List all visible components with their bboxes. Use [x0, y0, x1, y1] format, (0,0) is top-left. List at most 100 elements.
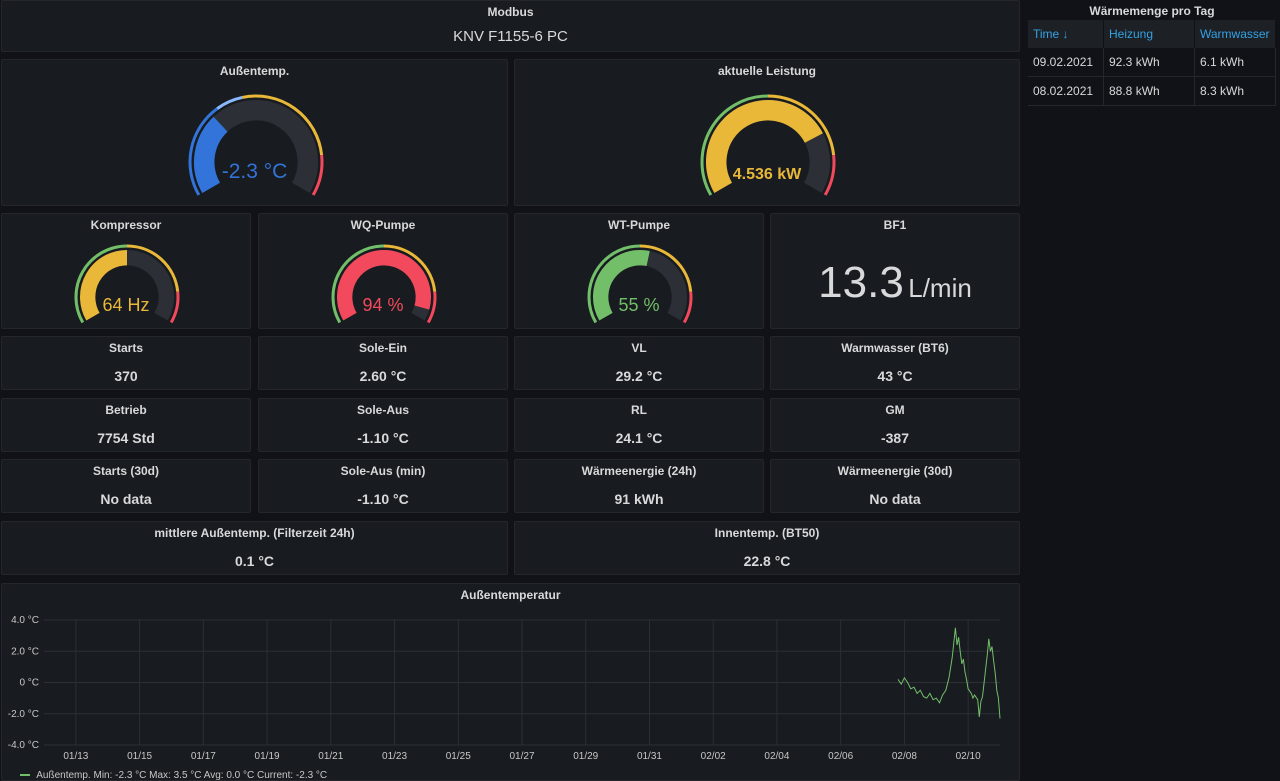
x-tick-label: 01/23	[382, 751, 407, 762]
series-line-aussentemp	[897, 627, 1001, 719]
innen-stat-panel: Innentemp. (BT50) 22.8 °C	[514, 521, 1020, 575]
sole-aus-stat-panel: Sole-Aus -1.10 °C	[258, 398, 508, 452]
x-tick-label: 02/04	[764, 751, 789, 762]
x-tick-label: 01/27	[509, 751, 534, 762]
table-cell: 08.02.2021	[1028, 76, 1104, 106]
table-cell: 8.3 kWh	[1194, 76, 1276, 106]
x-tick-label: 01/25	[446, 751, 471, 762]
leistung-gauge-value: 4.536 kW	[732, 166, 802, 183]
kompressor-gauge-panel: Kompressor 64 Hz	[1, 213, 251, 329]
innen-title: Innentemp. (BT50)	[714, 526, 820, 540]
leistung-gauge-panel: aktuelle Leistung 4.536 kW	[514, 59, 1020, 206]
y-tick-label: -2.0 °C	[8, 709, 39, 720]
chart-legend[interactable]: Außentemp. Min: -2.3 °C Max: 3.5 °C Avg:…	[20, 770, 328, 781]
x-tick-label: 01/19	[255, 751, 280, 762]
wt-pumpe-gauge	[587, 244, 693, 324]
gauge-value-arc	[337, 250, 431, 321]
aussentemp-gauge-title: Außentemp.	[219, 64, 290, 78]
sole-ein-stat-panel: Sole-Ein 2.60 °C	[258, 336, 508, 390]
wq-pumpe-gauge	[331, 244, 437, 324]
gauge-threshold-arc	[700, 94, 769, 196]
gauge-threshold-arc	[383, 244, 437, 292]
waerme24-title: Wärmeenergie (24h)	[581, 464, 697, 478]
gm-title: GM	[885, 403, 905, 417]
x-tick-label: 01/13	[63, 751, 88, 762]
gauge-threshold-arc	[311, 154, 324, 196]
gauge-threshold-arc	[823, 154, 836, 196]
gm-stat-panel: GM -387	[770, 398, 1020, 452]
column-warmwasser-header[interactable]: Warmwasser	[1194, 20, 1276, 48]
gauge-threshold-arc	[74, 244, 128, 324]
kompressor-gauge-value: 64 Hz	[102, 295, 150, 315]
table-cell: 92.3 kWh	[1103, 48, 1195, 77]
aussentemp-gauge-value: -2.3 °C	[221, 160, 288, 183]
bf1-stat: 13.3 L/min	[771, 258, 1019, 308]
gauge-threshold-arc	[169, 291, 180, 324]
starts-stat-panel: Starts 370	[1, 336, 251, 390]
aussentemp-gauge	[188, 94, 324, 196]
warmwasser-value: 43 °C	[877, 368, 913, 384]
table-cell: 6.1 kWh	[1194, 48, 1276, 77]
starts30-stat-panel: Starts (30d) No data	[1, 459, 251, 513]
gm-value: -387	[880, 430, 910, 446]
modbus-title: Modbus	[487, 5, 534, 19]
bf1-panel: BF1 13.3 L/min	[770, 213, 1020, 329]
mittlere-stat-panel: mittlere Außentemp. (Filterzeit 24h) 0.1…	[1, 521, 508, 575]
x-tick-label: 01/29	[573, 751, 598, 762]
gauge-threshold-arc	[216, 95, 243, 110]
vl-title: VL	[631, 341, 647, 355]
column-heizung-header[interactable]: Heizung	[1103, 20, 1195, 48]
gauge-value-arc	[706, 100, 823, 193]
starts30-value: No data	[100, 491, 152, 507]
wq-pumpe-gauge-title: WQ-Pumpe	[350, 218, 416, 232]
sole-aus-min-stat-panel: Sole-Aus (min) -1.10 °C	[258, 459, 508, 513]
table-row: 09.02.2021 92.3 kWh 6.1 kWh	[1028, 48, 1276, 77]
x-tick-label: 02/02	[701, 751, 726, 762]
gauge-value-arc	[80, 250, 128, 321]
y-tick-label: -4.0 °C	[8, 740, 39, 751]
gauge-threshold-arc	[426, 291, 437, 324]
table-header-row: Time ↓ Heizung Warmwasser	[1028, 20, 1276, 48]
bf1-value: 13.3	[818, 258, 904, 307]
wt-pumpe-gauge-panel: WT-Pumpe 55 %	[514, 213, 764, 329]
y-tick-label: 4.0 °C	[11, 615, 39, 626]
rl-title: RL	[631, 403, 647, 417]
sole-ein-title: Sole-Ein	[358, 341, 407, 355]
vl-value: 29.2 °C	[615, 368, 663, 384]
sole-aus-value: -1.10 °C	[357, 430, 409, 446]
kompressor-gauge	[74, 244, 180, 324]
gauge-threshold-arc	[241, 94, 324, 156]
device-name: KNV F1155-6 PC	[453, 28, 568, 45]
column-time-header[interactable]: Time ↓	[1028, 20, 1104, 48]
sole-ein-value: 2.60 °C	[359, 368, 407, 384]
wq-pumpe-gauge-panel: WQ-Pumpe 94 %	[258, 213, 508, 329]
warmwasser-title: Warmwasser (BT6)	[841, 341, 949, 355]
leistung-gauge-title: aktuelle Leistung	[717, 64, 817, 78]
table-cell: 09.02.2021	[1028, 48, 1104, 77]
y-tick-label: 2.0 °C	[11, 646, 39, 657]
rl-value: 24.1 °C	[615, 430, 663, 446]
waerme30-stat-panel: Wärmeenergie (30d) No data	[770, 459, 1020, 513]
rl-stat-panel: RL 24.1 °C	[514, 398, 764, 452]
mittlere-title: mittlere Außentemp. (Filterzeit 24h)	[154, 526, 355, 540]
sole-aus-min-value: -1.10 °C	[357, 491, 409, 507]
x-tick-label: 02/10	[956, 751, 981, 762]
waermemenge-table: Time ↓ Heizung Warmwasser 09.02.2021 92.…	[1028, 20, 1276, 106]
waerme30-title: Wärmeenergie (30d)	[837, 464, 953, 478]
x-tick-label: 01/31	[637, 751, 662, 762]
gauge-threshold-arc	[639, 244, 693, 292]
wt-pumpe-gauge-value: 55 %	[618, 295, 660, 315]
waerme30-value: No data	[869, 491, 921, 507]
gauge-threshold-arc	[587, 244, 641, 324]
gauge-threshold-arc	[188, 107, 219, 196]
leistung-gauge	[700, 94, 836, 196]
waerme24-stat-panel: Wärmeenergie (24h) 91 kWh	[514, 459, 764, 513]
aussentemperatur-chart[interactable]: 4.0 °C 2.0 °C 0 °C -2.0 °C -4.0 °C 01/13 01/15…	[2, 584, 1020, 766]
x-tick-label: 02/06	[828, 751, 853, 762]
x-tick-label: 01/15	[127, 751, 152, 762]
legend-swatch	[20, 774, 30, 777]
wt-pumpe-gauge-title: WT-Pumpe	[608, 218, 670, 232]
gauge-threshold-arc	[682, 291, 693, 324]
x-tick-label: 01/17	[191, 751, 216, 762]
legend-text: Außentemp. Min: -2.3 °C Max: 3.5 °C Avg:…	[36, 770, 328, 781]
